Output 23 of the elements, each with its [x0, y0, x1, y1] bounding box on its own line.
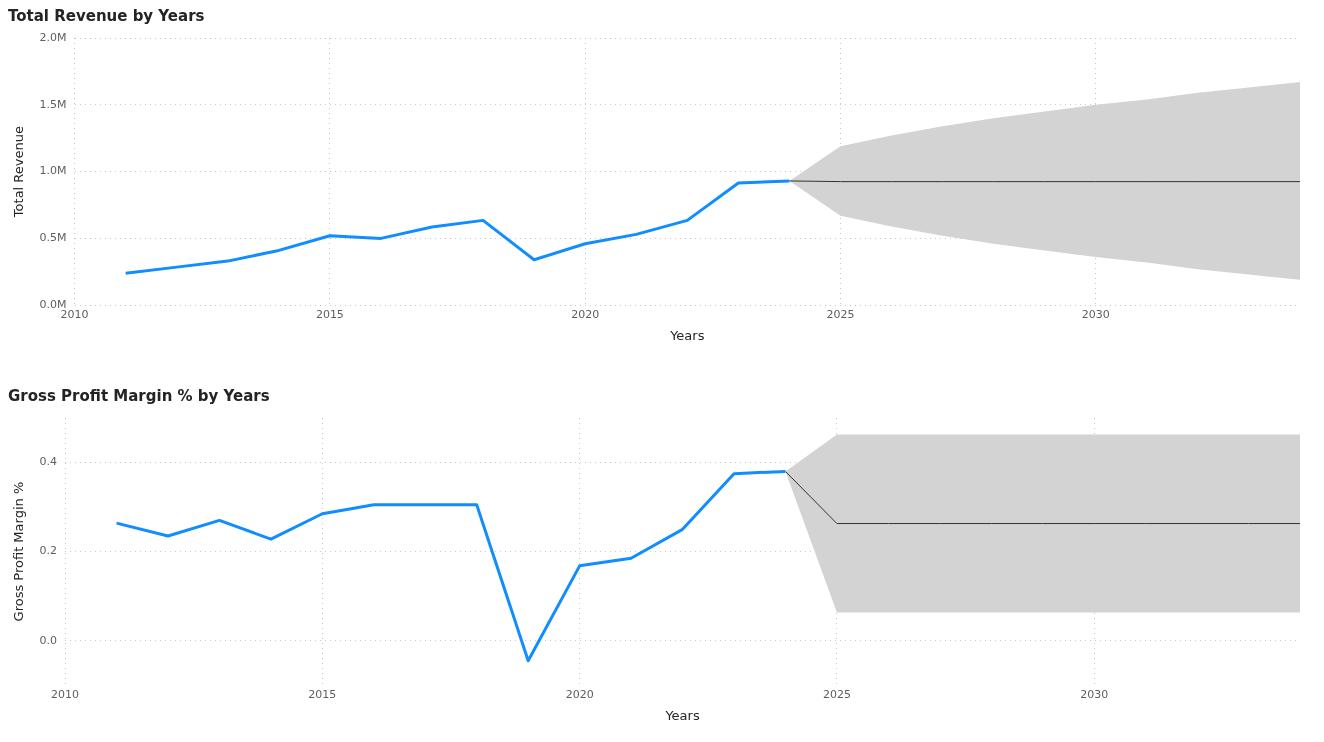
x-tick-label: 2015	[315, 307, 344, 321]
y-tick-label: 0.4	[39, 455, 58, 469]
y-tick-label: 0.5M	[39, 231, 67, 245]
y-tick-label: 1.0M	[39, 164, 67, 178]
x-tick-label: 2020	[571, 307, 600, 321]
x-tick-label: 2025	[822, 687, 851, 701]
y-tick-label: 1.5M	[39, 97, 67, 111]
y-tick-label: 2.0M	[39, 30, 67, 44]
x-tick-label: 2020	[565, 687, 594, 701]
x-tick-label: 2030	[1080, 687, 1109, 701]
chart-title: Total Revenue by Years	[8, 6, 205, 25]
y-axis-title: Total Revenue	[11, 126, 27, 219]
x-tick-label: 2015	[308, 687, 337, 701]
x-axis-title: Years	[669, 327, 705, 343]
y-tick-label: 0.2	[39, 544, 58, 558]
x-axis-title: Years	[664, 707, 700, 723]
x-tick-label: 2030	[1081, 307, 1110, 321]
y-axis-title: Gross Profit Margin %	[11, 481, 27, 622]
x-tick-label: 2010	[60, 307, 89, 321]
x-tick-label: 2025	[826, 307, 855, 321]
x-tick-label: 2010	[51, 687, 80, 701]
chart-title: Gross Profit Margin % by Years	[8, 386, 270, 405]
y-tick-label: 0.0	[39, 633, 58, 647]
